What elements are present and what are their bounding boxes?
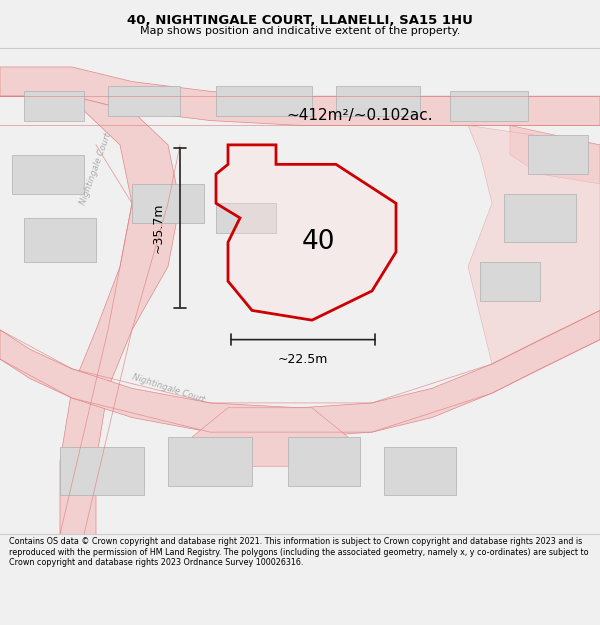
Polygon shape xyxy=(528,135,588,174)
Text: Nightingale Court: Nightingale Court xyxy=(79,132,113,206)
Polygon shape xyxy=(108,86,180,116)
Polygon shape xyxy=(288,437,360,486)
Polygon shape xyxy=(336,86,420,116)
Polygon shape xyxy=(0,67,600,126)
Polygon shape xyxy=(24,91,84,121)
Polygon shape xyxy=(384,447,456,496)
Polygon shape xyxy=(12,154,84,194)
Text: ~35.7m: ~35.7m xyxy=(152,202,165,253)
Polygon shape xyxy=(450,91,528,121)
Polygon shape xyxy=(216,203,276,232)
Polygon shape xyxy=(192,408,348,466)
Polygon shape xyxy=(24,218,96,262)
Text: Map shows position and indicative extent of the property.: Map shows position and indicative extent… xyxy=(140,26,460,36)
Text: ~22.5m: ~22.5m xyxy=(278,352,328,366)
Text: 40: 40 xyxy=(301,229,335,255)
Polygon shape xyxy=(216,145,396,320)
Text: ~412m²/~0.102ac.: ~412m²/~0.102ac. xyxy=(287,108,433,123)
Text: 40, NIGHTINGALE COURT, LLANELLI, SA15 1HU: 40, NIGHTINGALE COURT, LLANELLI, SA15 1H… xyxy=(127,14,473,27)
Polygon shape xyxy=(132,184,204,222)
Polygon shape xyxy=(468,126,600,364)
Polygon shape xyxy=(0,96,180,534)
Polygon shape xyxy=(504,194,576,242)
Polygon shape xyxy=(0,311,600,437)
Polygon shape xyxy=(480,262,540,301)
Polygon shape xyxy=(216,86,312,116)
Polygon shape xyxy=(60,447,144,496)
Polygon shape xyxy=(168,437,252,486)
Text: Contains OS data © Crown copyright and database right 2021. This information is : Contains OS data © Crown copyright and d… xyxy=(9,538,589,568)
Text: Nightingale Court: Nightingale Court xyxy=(131,372,205,404)
Polygon shape xyxy=(510,126,600,184)
